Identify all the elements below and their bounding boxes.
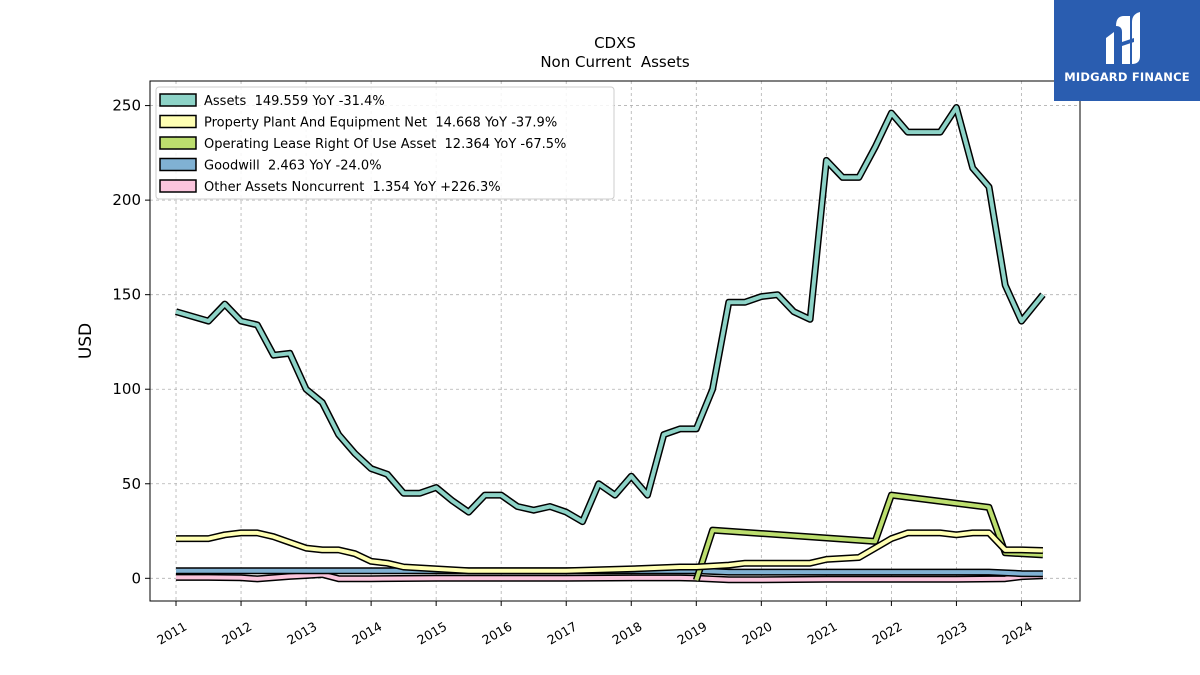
chart-subtitle: Non Current Assets	[540, 53, 690, 71]
x-tick-label: 2016	[479, 619, 514, 648]
legend-swatch	[159, 179, 197, 193]
series-lines	[175, 104, 1046, 584]
plot-frame	[149, 80, 1081, 602]
y-tick-label: 150	[112, 286, 141, 304]
series-line	[176, 572, 1043, 582]
y-tick-label: 100	[112, 380, 141, 398]
legend-label: Property Plant And Equipment Net 14.668 …	[204, 116, 557, 131]
legend-swatch	[159, 93, 197, 107]
legend-label: Other Assets Noncurrent 1.354 YoY +226.3…	[204, 180, 501, 195]
x-tick-label: 2013	[284, 619, 319, 648]
x-tick-label: 2017	[544, 619, 579, 648]
legend-swatch	[159, 136, 197, 150]
series-line	[175, 105, 1045, 524]
x-tick-label: 2020	[740, 619, 775, 648]
y-tick-label: 250	[112, 97, 141, 115]
x-tick-label: 2024	[1000, 619, 1035, 648]
x-tick-label: 2012	[219, 619, 254, 648]
y-tick-label: 50	[122, 475, 141, 493]
x-tick-label: 2018	[609, 619, 644, 648]
x-tick-label: 2014	[349, 619, 384, 648]
legend: Assets 149.559 YoY -31.4% Property Plant …	[155, 86, 615, 200]
legend-label: Goodwill 2.463 YoY -24.0%	[204, 159, 382, 174]
y-tick-label: 0	[131, 569, 141, 587]
x-tick-label: 2015	[414, 619, 449, 648]
y-axis-label: USD	[76, 323, 96, 359]
midgard-finance-logo: MIDGARD FINANCE	[1054, 0, 1200, 101]
series-assets	[175, 104, 1046, 526]
x-tick-label: 2021	[805, 619, 840, 648]
legend-swatch	[159, 114, 197, 129]
legend-box	[155, 86, 615, 200]
legend-label: Operating Lease Right Of Use Asset 12.36…	[204, 137, 566, 152]
logo-text: MIDGARD FINANCE	[1064, 70, 1190, 84]
x-tick-label: 2011	[154, 619, 189, 648]
legend-label: Assets 149.559 YoY -31.4%	[204, 94, 385, 109]
chart-title: CDXS	[594, 34, 636, 52]
legend-swatch	[159, 157, 197, 172]
series-property-plant-and-equipment-net	[176, 529, 1043, 575]
y-tick-label: 200	[112, 191, 141, 209]
series-line	[176, 530, 1043, 573]
series-other-assets-noncurrent	[176, 571, 1044, 584]
x-tick-label: 2022	[870, 619, 905, 648]
midgard-logo-icon	[1106, 12, 1140, 64]
x-tick-label: 2023	[935, 619, 970, 648]
x-tick-label: 2019	[675, 619, 710, 648]
